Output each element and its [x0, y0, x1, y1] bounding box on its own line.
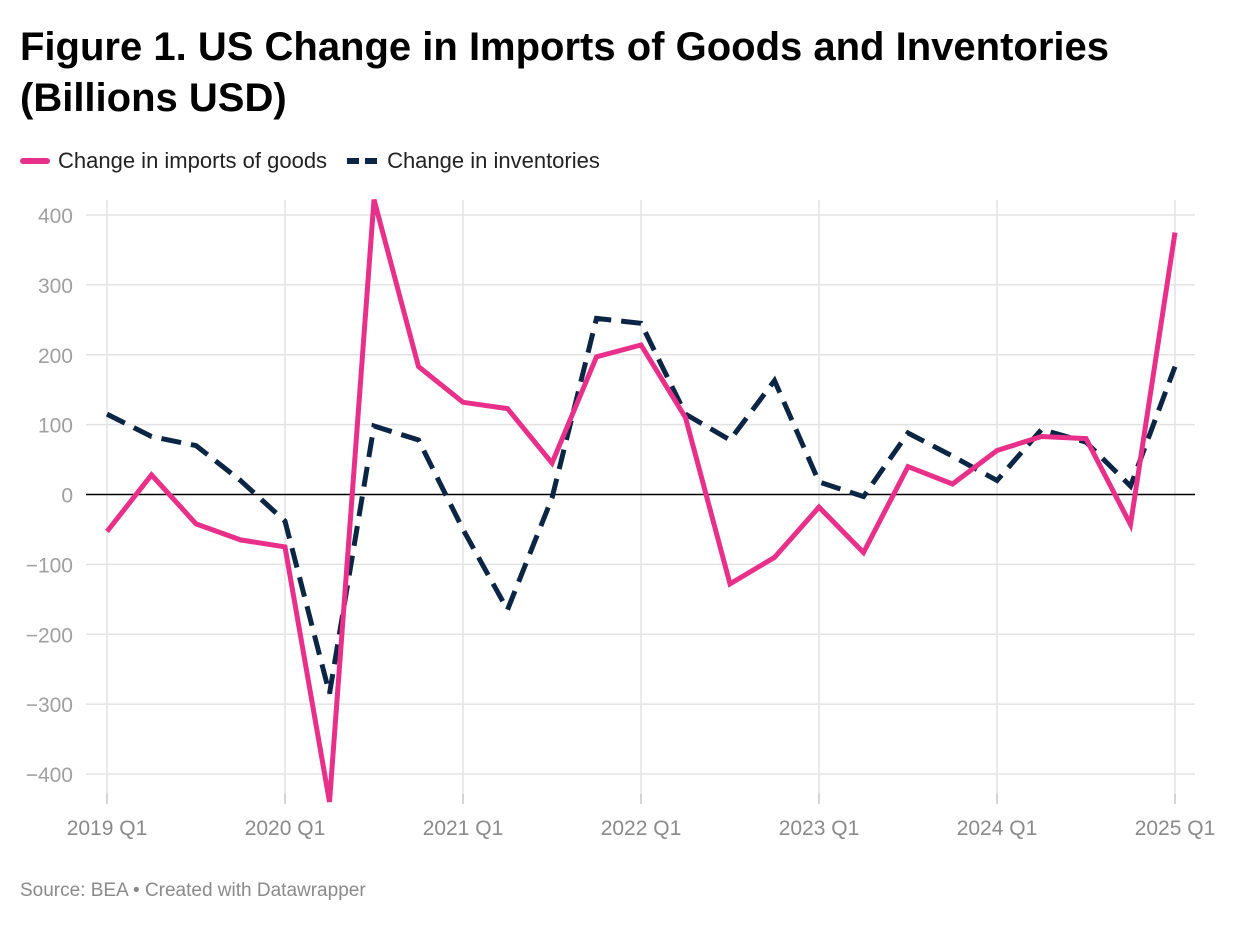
- source-note: Source: BEA • Created with Datawrapper: [20, 880, 366, 901]
- x-tick-label: 2024 Q1: [957, 817, 1038, 840]
- y-tick-label: −300: [26, 694, 73, 717]
- legend-item-imports: Change in imports of goods: [20, 148, 327, 174]
- legend-label-imports: Change in imports of goods: [58, 148, 328, 173]
- grid-layer: [86, 200, 1195, 798]
- legend-swatch-inventories: [347, 158, 378, 164]
- y-tick-label: 400: [38, 205, 73, 228]
- legend-swatch-imports: [20, 158, 50, 164]
- chart-title: Figure 1. US Change in Imports of Goods …: [20, 25, 1110, 120]
- legend-label-inventories: Change in inventories: [387, 148, 600, 173]
- x-tick-label: 2019 Q1: [67, 817, 148, 840]
- y-tick-label: −200: [26, 624, 73, 647]
- series-line-imports: [105, 198, 1178, 803]
- x-tick-label: 2022 Q1: [601, 817, 682, 840]
- x-tick-label: 2021 Q1: [423, 817, 504, 840]
- series-layer: [105, 198, 1178, 803]
- y-tick-label: −400: [26, 764, 73, 787]
- line-chart: 400 300 200 100 0 −100 −200 −300 −400 2019 Q1 2020…: [26, 198, 1216, 840]
- y-tick-label: 200: [38, 345, 73, 368]
- y-tick-label: 100: [38, 415, 73, 438]
- legend: Change in imports of goods Change in inv…: [20, 146, 620, 176]
- axis-layer: 400 300 200 100 0 −100 −200 −300 −400 2019 Q1 2020…: [26, 205, 1216, 840]
- legend-item-inventories: Change in inventories: [347, 148, 600, 174]
- y-tick-label: 300: [38, 275, 73, 298]
- y-tick-label: 0: [61, 485, 73, 508]
- x-tick-label: 2025 Q1: [1135, 817, 1216, 840]
- series-line-inventories: [105, 315, 1178, 695]
- y-tick-label: −100: [26, 554, 73, 577]
- x-tick-label: 2023 Q1: [779, 817, 860, 840]
- x-tick-label: 2020 Q1: [245, 817, 326, 840]
